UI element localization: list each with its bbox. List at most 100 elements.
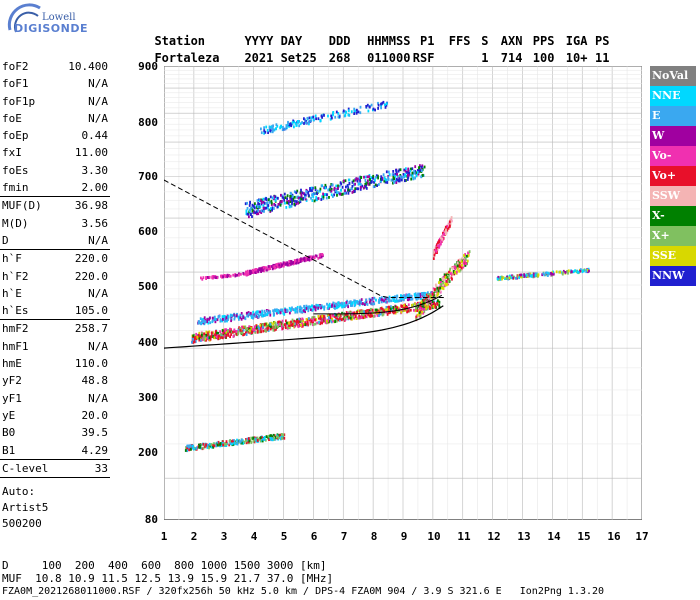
echo-point — [269, 327, 272, 331]
echo-point — [358, 311, 361, 314]
echo-point — [444, 282, 447, 285]
echo-point — [272, 311, 275, 315]
echo-point — [314, 254, 317, 258]
echo-point — [360, 316, 363, 319]
echo-point — [226, 274, 229, 277]
echo-point — [276, 311, 278, 315]
echo-point — [414, 302, 416, 306]
echo-point — [332, 301, 335, 305]
echo-point — [462, 261, 465, 265]
echo-point — [328, 188, 331, 192]
echo-point — [308, 258, 311, 262]
echo-point — [447, 281, 450, 285]
echo-point — [422, 173, 424, 177]
echo-point — [366, 309, 369, 312]
echo-point — [270, 265, 273, 268]
echo-point — [293, 190, 296, 194]
echo-point — [249, 329, 251, 333]
echo-point — [337, 305, 340, 309]
echo-point — [245, 439, 247, 443]
echo-point — [272, 433, 275, 437]
echo-point — [282, 311, 285, 315]
lowell-digisonde-logo: Lowell DIGISONDE — [4, 2, 87, 36]
echo-point — [282, 126, 284, 129]
echo-point — [291, 121, 294, 124]
echo-point — [393, 298, 396, 302]
echo-point — [536, 273, 539, 277]
echo-point — [425, 307, 428, 310]
echo-point — [229, 330, 232, 333]
echo-point — [262, 437, 264, 441]
echo-point — [251, 268, 254, 272]
echo-point — [253, 204, 255, 208]
echo-point — [353, 112, 356, 115]
echo-point — [240, 312, 243, 315]
echo-point — [279, 311, 282, 314]
echo-point — [261, 201, 263, 204]
echo-point — [412, 177, 415, 181]
param-value: 105.0 — [74, 304, 108, 318]
echo-point — [259, 210, 261, 213]
echo-point — [360, 185, 362, 189]
echo-point — [322, 314, 325, 318]
echo-point — [324, 193, 327, 196]
echo-point — [276, 325, 279, 328]
echo-point — [219, 318, 222, 322]
echo-point — [506, 275, 508, 279]
echo-point — [307, 307, 310, 310]
echo-point — [277, 323, 280, 326]
echo-point — [330, 114, 333, 118]
echo-point — [372, 300, 375, 304]
echo-point — [319, 315, 322, 318]
echo-point — [267, 329, 270, 332]
echo-point — [288, 200, 290, 203]
echo-point — [263, 201, 266, 205]
x-tick-label: 5 — [280, 530, 288, 543]
echo-point — [310, 186, 313, 190]
echo-point — [306, 318, 309, 322]
echo-point — [289, 311, 291, 315]
echo-point — [391, 173, 394, 176]
echo-point — [245, 273, 248, 277]
echo-point — [299, 305, 302, 309]
echo-point — [234, 315, 236, 319]
echo-point — [406, 170, 408, 174]
echo-point — [258, 326, 260, 330]
echo-point — [273, 328, 276, 332]
echo-point — [241, 329, 244, 333]
echo-point — [433, 291, 435, 294]
echo-point — [207, 333, 209, 337]
echo-point — [322, 192, 324, 196]
echo-point — [439, 286, 441, 290]
echo-point — [243, 441, 246, 444]
echo-point — [215, 335, 218, 339]
echo-point — [372, 174, 375, 178]
echo-point — [309, 318, 312, 322]
echo-point — [264, 206, 266, 210]
echo-point — [249, 208, 251, 212]
echo-point — [335, 313, 338, 317]
echo-point — [430, 292, 433, 296]
echo-point — [404, 169, 407, 173]
echo-point — [341, 305, 344, 308]
echo-point — [318, 320, 320, 324]
echo-point — [335, 110, 338, 114]
echo-point — [400, 304, 403, 308]
echo-point — [216, 276, 218, 280]
echo-point — [250, 316, 253, 319]
echo-point — [458, 269, 460, 273]
echo-point — [542, 272, 545, 276]
echo-point — [460, 266, 463, 270]
echo-point — [296, 189, 299, 193]
echo-point — [212, 442, 215, 446]
echo-point — [332, 113, 334, 117]
echo-point — [314, 322, 317, 326]
echo-point — [267, 198, 270, 202]
echo-point — [300, 197, 303, 201]
echo-point — [387, 309, 389, 313]
echo-point — [311, 319, 314, 322]
param-value: N/A — [88, 286, 108, 300]
echo-point — [223, 274, 225, 277]
echo-point — [267, 311, 270, 315]
echo-point — [380, 298, 383, 301]
